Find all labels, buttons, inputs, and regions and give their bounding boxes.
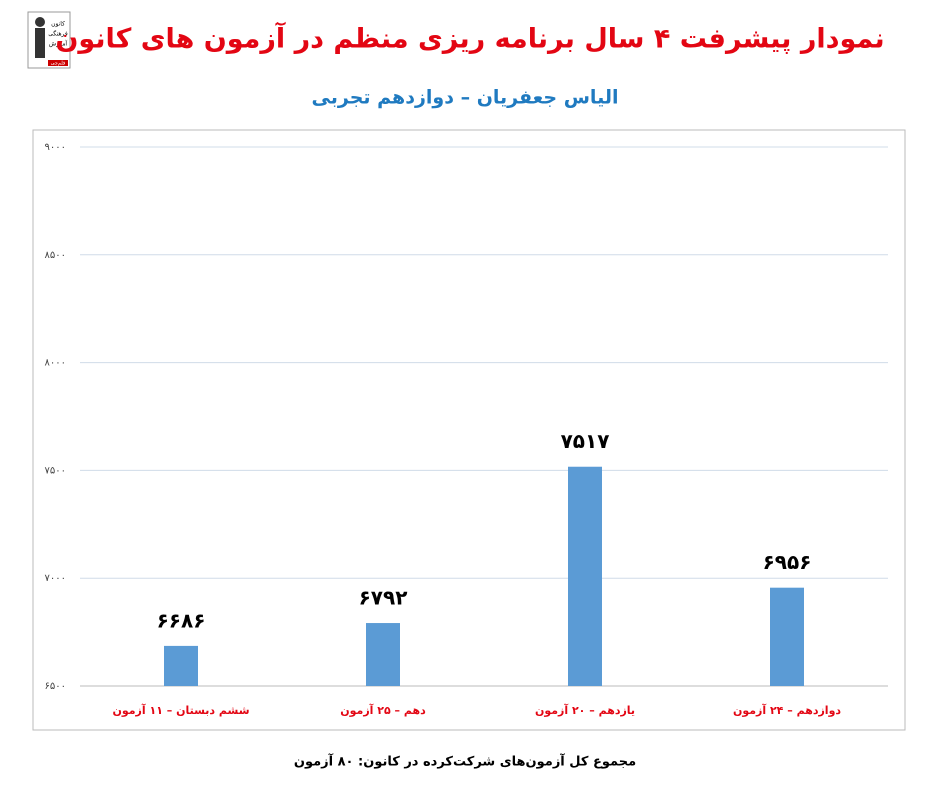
x-tick-label: یازدهم – ۲۰ آزمون <box>535 703 635 717</box>
y-tick-label: ۸۰۰۰ <box>45 358 66 369</box>
x-tick-label: دهم – ۲۵ آزمون <box>340 703 426 717</box>
value-label: ۶۶۸۶ <box>157 608 206 632</box>
logo-text: قلم‌چی <box>51 61 66 67</box>
x-tick-label: دوازدهم – ۲۴ آزمون <box>733 703 841 717</box>
logo-icon <box>35 28 45 58</box>
logo-text: آموزش <box>49 39 68 48</box>
x-tick-label: ششم دبستان – ۱۱ آزمون <box>112 703 249 717</box>
y-tick-label: ۶۵۰۰ <box>45 681 66 692</box>
logo-text: فرهنگی <box>48 30 68 38</box>
chart-title: نمودار پیشرفت ۴ سال برنامه ریزی منظم در … <box>55 22 884 55</box>
bar <box>770 587 804 686</box>
bar <box>164 645 198 686</box>
logo-text: کانون <box>51 21 65 28</box>
logo: کانون فرهنگی آموزش قلم‌چی <box>27 11 71 69</box>
y-tick-label: ۸۵۰۰ <box>45 250 66 261</box>
chart-subtitle: الیاس جعفریان – دوازدهم تجربی <box>312 87 619 109</box>
y-tick-label: ۷۵۰۰ <box>45 465 66 476</box>
plot-frame <box>32 129 906 731</box>
value-label: ۷۵۱۷ <box>561 429 610 453</box>
bar <box>366 623 400 686</box>
bar <box>568 466 602 686</box>
footnote: مجموع کل آزمون‌های شرکت‌کرده در کانون: ۸… <box>294 753 636 770</box>
y-tick-label: ۹۰۰۰ <box>45 142 66 153</box>
logo-badge <box>48 60 68 66</box>
value-label: ۶۹۵۶ <box>763 550 812 574</box>
y-tick-label: ۷۰۰۰ <box>45 573 66 584</box>
logo-icon <box>35 17 45 27</box>
value-label: ۶۷۹۲ <box>359 586 408 610</box>
